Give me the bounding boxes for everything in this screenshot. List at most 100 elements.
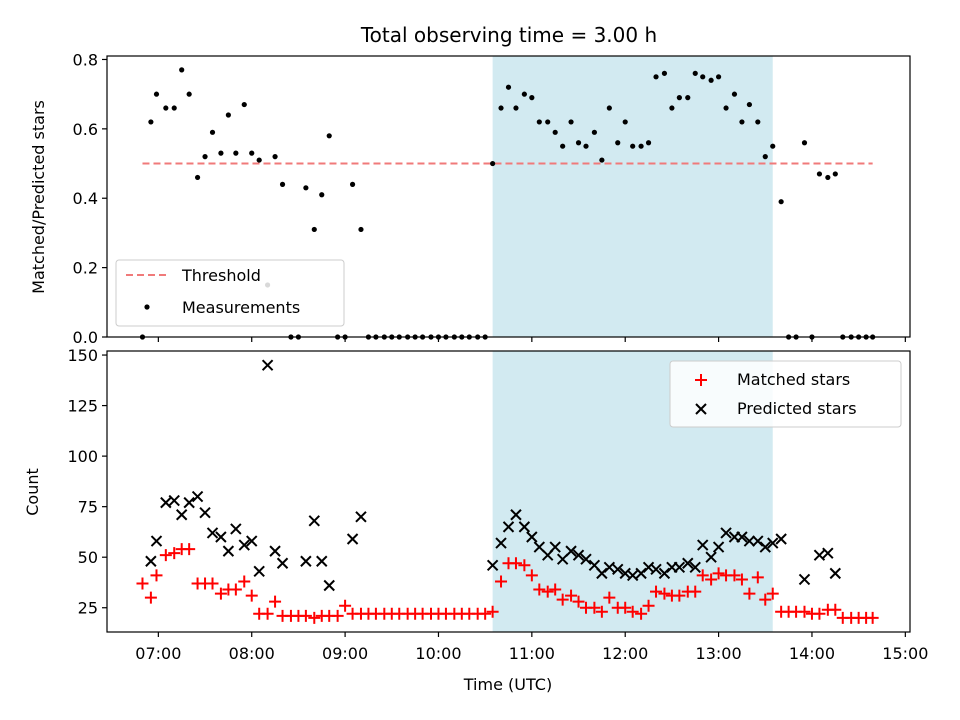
measurement-point bbox=[311, 226, 317, 233]
predicted-star-point bbox=[712, 541, 725, 553]
matched-star-point bbox=[525, 569, 538, 582]
bottom-y-ticks: 25 50 75 100 125 150 bbox=[67, 346, 107, 618]
measurement-point bbox=[606, 105, 612, 111]
measurement-point bbox=[279, 181, 286, 187]
predicted-star-point bbox=[502, 521, 515, 533]
matched-star-point bbox=[486, 605, 499, 618]
matched-star-point bbox=[728, 569, 741, 582]
bottom-y-tick-label: 75 bbox=[78, 498, 98, 517]
measurement-point bbox=[708, 77, 714, 83]
matched-star-point bbox=[541, 585, 554, 598]
predicted-star-point bbox=[626, 569, 639, 582]
measurement-point bbox=[731, 91, 738, 97]
predicted-star-point bbox=[518, 521, 531, 533]
matched-star-point bbox=[556, 593, 569, 606]
matched-star-point bbox=[533, 583, 546, 596]
predicted-star-point bbox=[276, 557, 289, 569]
matched-star-point bbox=[261, 607, 274, 620]
matched-star-point bbox=[705, 573, 718, 586]
top-legend: Threshold Measurements bbox=[115, 259, 345, 327]
measurement-point bbox=[513, 105, 519, 111]
measurement-point bbox=[358, 226, 364, 233]
measurement-point bbox=[755, 119, 761, 125]
predicted-star-point bbox=[549, 541, 561, 553]
predicted-star-point bbox=[486, 559, 499, 571]
predicted-star-point bbox=[829, 567, 842, 580]
predicted-star-point bbox=[572, 549, 585, 561]
measurement-point bbox=[490, 160, 496, 167]
measurement-point bbox=[256, 157, 262, 163]
predicted-star-point bbox=[175, 509, 188, 521]
measurement-point bbox=[583, 143, 589, 149]
predicted-star-point bbox=[495, 537, 507, 549]
matched-star-point bbox=[159, 549, 172, 562]
top-legend-box bbox=[115, 259, 345, 327]
matched-star-point bbox=[712, 567, 725, 580]
bottom-legend-box bbox=[669, 360, 902, 428]
measurement-point bbox=[762, 154, 768, 160]
matched-star-point bbox=[751, 571, 764, 584]
top-y-tick-label: 0.8 bbox=[73, 50, 98, 69]
measurement-point bbox=[194, 174, 201, 181]
x-tick-label: 14:00 bbox=[789, 644, 835, 663]
predicted-star-point bbox=[798, 573, 811, 586]
measurement-point bbox=[171, 105, 177, 111]
predicted-star-point bbox=[612, 563, 624, 576]
matched-star-point bbox=[518, 559, 531, 572]
legend-measurements-swatch bbox=[144, 304, 150, 310]
predicted-star-point bbox=[355, 511, 367, 523]
x-tick-label: 13:00 bbox=[696, 644, 742, 663]
measurement-point bbox=[739, 119, 745, 125]
measurement-point bbox=[638, 143, 644, 149]
top-y-tick-label: 0.4 bbox=[73, 189, 98, 208]
bottom-legend: Matched stars Predicted stars bbox=[669, 360, 902, 428]
measurement-point bbox=[669, 105, 675, 111]
measurement-point bbox=[825, 174, 831, 181]
predicted-star-point bbox=[183, 496, 195, 509]
measurement-point bbox=[700, 74, 706, 80]
predicted-star-point bbox=[565, 545, 577, 557]
predicted-star-point bbox=[316, 555, 328, 567]
top-y-tick-label: 0.6 bbox=[73, 120, 98, 139]
top-x-ticks bbox=[157, 337, 906, 342]
predicted-star-point bbox=[697, 539, 709, 551]
matched-star-point bbox=[635, 607, 648, 620]
measurement-point bbox=[148, 119, 154, 125]
predicted-star-point bbox=[736, 531, 748, 543]
measurement-point bbox=[536, 119, 542, 125]
top-y-ticks: 0.0 0.2 0.4 0.6 0.8 bbox=[73, 50, 107, 347]
measurement-point bbox=[599, 157, 605, 163]
predicted-star-point bbox=[323, 579, 335, 592]
measurement-point bbox=[801, 140, 808, 146]
matched-star-point bbox=[759, 593, 772, 606]
matched-star-point bbox=[308, 611, 321, 624]
matched-star-point bbox=[603, 591, 616, 604]
matched-star-point bbox=[206, 577, 219, 590]
measurement-point bbox=[622, 119, 628, 125]
measurement-point bbox=[615, 140, 621, 146]
measurement-point bbox=[778, 199, 784, 205]
measurement-point bbox=[521, 91, 527, 97]
matched-star-point bbox=[229, 583, 242, 596]
legend-threshold-label: Threshold bbox=[181, 266, 261, 285]
measurement-point bbox=[249, 150, 255, 156]
measurement-point bbox=[303, 185, 309, 191]
matched-star-point bbox=[144, 591, 157, 604]
predicted-star-point bbox=[705, 551, 717, 563]
predicted-star-point bbox=[767, 537, 779, 549]
measurement-point bbox=[319, 192, 325, 198]
legend-matched-swatch bbox=[695, 374, 707, 386]
chart-title: Total observing time = 3.00 h bbox=[360, 23, 657, 47]
predicted-star-point bbox=[300, 555, 312, 567]
measurement-point bbox=[653, 74, 659, 80]
measurement-point bbox=[498, 105, 504, 111]
top-panel: 0.00.20.40.60.8 Matched/Predicted stars … bbox=[29, 50, 911, 347]
measurement-point bbox=[715, 74, 722, 80]
measurement-point bbox=[545, 119, 551, 125]
predicted-star-point bbox=[759, 541, 771, 553]
measurement-point bbox=[692, 70, 698, 76]
matched-star-point bbox=[743, 587, 756, 600]
measurement-point bbox=[349, 181, 356, 187]
measurement-point bbox=[233, 150, 239, 156]
bottom-y-tick-label: 125 bbox=[67, 397, 98, 416]
